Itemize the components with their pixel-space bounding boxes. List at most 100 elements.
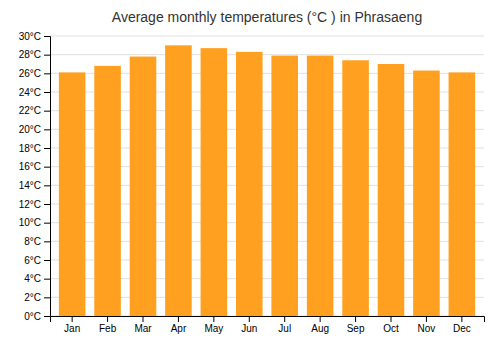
y-tick-mark [44,129,50,130]
y-tick-mark [44,204,50,205]
y-tick-label: 22°C [19,105,41,116]
y-tick-label: 10°C [19,217,41,228]
x-tick-label: Dec [453,323,471,334]
x-tick-label: Oct [383,323,399,334]
x-tick-label: Apr [171,323,187,334]
y-axis: 0°C 2°C 4°C 6°C 8°C 10°C 12°C 14°C 16°C 18°C 20°C 2… [19,31,51,322]
grid [50,36,484,316]
y-tick-label: 0°C [24,311,41,322]
y-tick-mark [44,297,50,298]
y-tick-label: 24°C [19,87,41,98]
y-tick-mark [44,185,50,186]
y-tick-label: 2°C [24,292,41,303]
x-tick: Jun [241,316,257,334]
x-axis: JanFebMarAprMayJunJulAugSepOctNovDec [51,316,485,334]
x-tick-mark [249,316,250,322]
x-tick: Dec [453,316,471,334]
x-tick-mark [320,316,321,322]
x-tick: May [204,316,223,334]
bar [413,71,440,316]
y-tick-mark [44,316,50,317]
title: Average monthly temperatures (°C ) in Ph… [112,9,422,25]
y-tick-label: 16°C [19,161,41,172]
y-tick-mark [44,73,50,74]
x-tick-mark [72,316,73,322]
grid-line [50,36,484,37]
x-tick: Oct [383,316,399,334]
grid-line [50,54,484,55]
y-tick: 26°C [19,68,50,79]
y-tick-label: 14°C [19,180,41,191]
y-tick-label: 18°C [19,143,41,154]
y-tick: 30°C [19,31,50,42]
y-tick-mark [44,92,50,93]
chart: Average monthly temperatures (°C ) in Ph… [0,0,500,350]
y-tick: 0°C [24,311,50,322]
bars [59,45,475,316]
x-axis-line [51,317,485,323]
x-tick-mark [391,316,392,322]
x-tick: Aug [311,316,329,334]
y-tick-mark [44,241,50,242]
y-tick-mark [44,111,50,112]
plot: 0°C 2°C 4°C 6°C 8°C 10°C 12°C 14°C 16°C 18°C 20°C 2… [19,31,485,334]
bar [165,45,192,316]
x-tick-label: Sep [347,323,365,334]
bar [201,48,228,316]
bar [59,72,86,316]
bar [236,52,263,316]
x-tick-mark [426,316,427,322]
x-tick-label: Feb [99,323,117,334]
bar [378,64,405,316]
x-tick-mark [355,316,356,322]
y-tick-mark [44,279,50,280]
y-tick: 22°C [19,105,50,116]
x-tick-mark [213,316,214,322]
x-tick: Feb [99,316,117,334]
y-tick: 16°C [19,161,50,172]
x-tick-mark [143,316,144,322]
y-tick-mark [44,260,50,261]
bar [307,56,334,316]
x-tick-mark [178,316,179,322]
y-tick-label: 6°C [24,255,41,266]
y-tick: 10°C [19,217,50,228]
bar [94,66,121,316]
y-tick-label: 30°C [19,31,41,42]
y-tick-label: 4°C [24,273,41,284]
y-tick-mark [44,55,50,56]
y-tick: 14°C [19,180,50,191]
x-tick-label: Jan [64,323,80,334]
y-tick-mark [44,148,50,149]
y-tick-label: 8°C [24,236,41,247]
y-tick: 20°C [19,124,50,135]
y-tick: 8°C [24,236,50,247]
bar [130,57,157,316]
y-tick-label: 12°C [19,199,41,210]
x-tick-label: May [204,323,223,334]
x-tick: Apr [171,316,187,334]
y-tick-mark [44,223,50,224]
y-tick-label: 20°C [19,124,41,135]
y-tick: 12°C [19,199,50,210]
x-tick: Nov [418,316,436,334]
y-axis-line [44,37,51,317]
x-tick-label: Jun [241,323,257,334]
y-tick: 28°C [19,49,50,60]
bar [271,56,298,316]
x-tick: Jan [64,316,80,334]
y-tick-label: 26°C [19,68,41,79]
x-tick-mark [107,316,108,322]
y-tick-label: 28°C [19,49,41,60]
y-tick: 4°C [24,273,50,284]
y-tick: 6°C [24,255,50,266]
x-tick-mark [284,316,285,322]
x-tick-label: Nov [418,323,436,334]
y-tick-mark [44,36,50,37]
y-tick: 18°C [19,143,50,154]
x-tick-label: Aug [311,323,329,334]
bar [342,60,369,316]
y-tick-mark [44,167,50,168]
x-tick-label: Jul [278,323,291,334]
y-tick: 24°C [19,87,50,98]
